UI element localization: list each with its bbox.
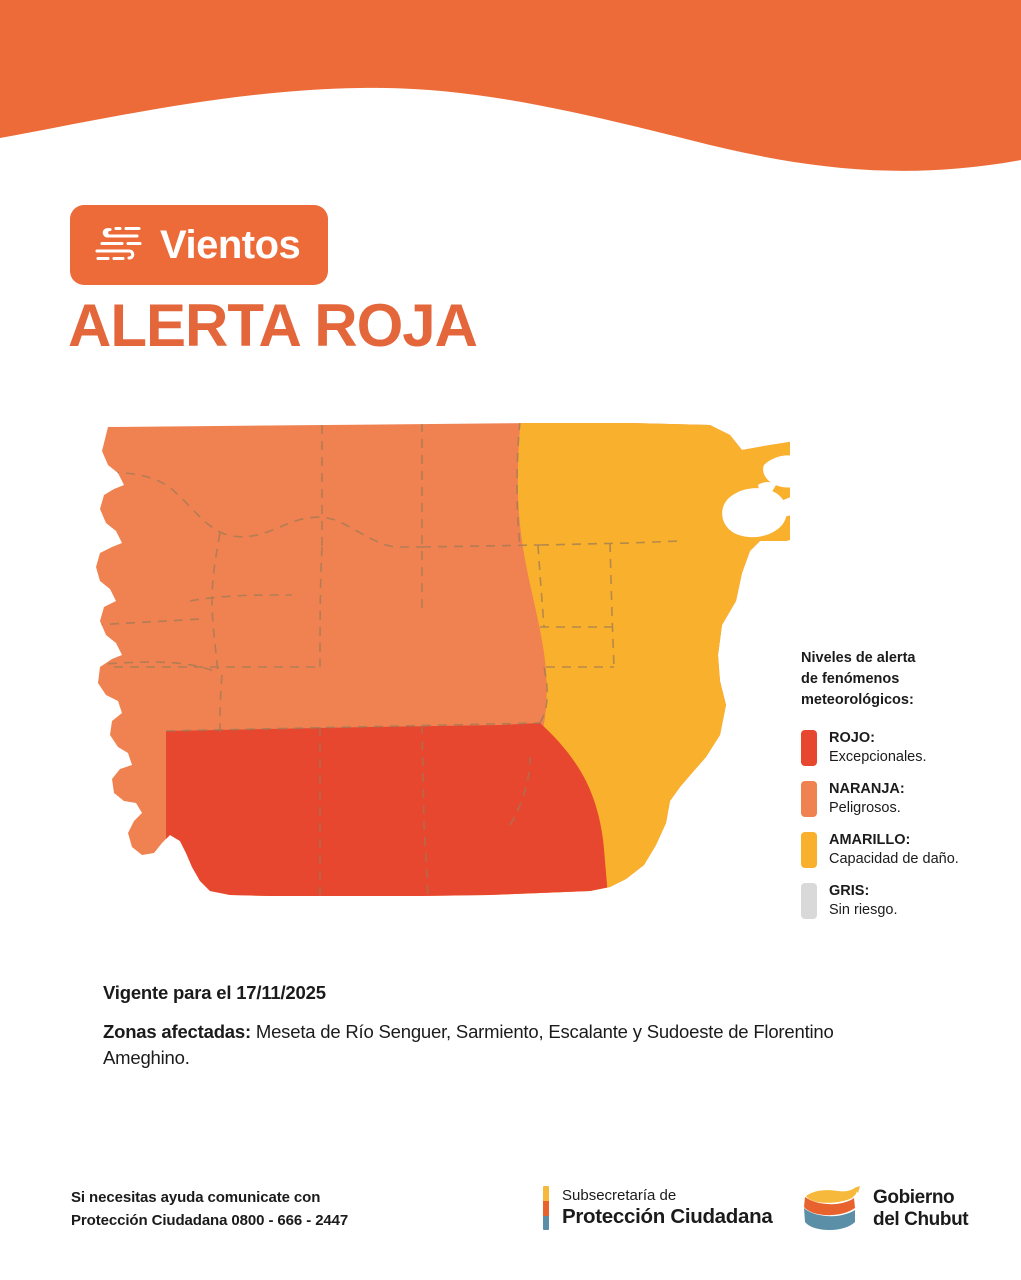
legend-swatch-naranja xyxy=(801,781,817,818)
legend-swatch-rojo xyxy=(801,730,817,767)
validity-date: Vigente para el 17/11/2025 xyxy=(103,982,326,1003)
legend: Niveles de alerta de fenómenos meteoroló… xyxy=(801,648,959,933)
wind-icon xyxy=(95,226,142,261)
map-region-rojo xyxy=(166,723,610,896)
map-department-borders xyxy=(96,423,681,896)
legend-item-naranja: NARANJA: Peligrosos. xyxy=(801,780,959,818)
category-chip: Vientos xyxy=(70,205,329,285)
category-label: Vientos xyxy=(160,223,301,267)
alert-map xyxy=(70,405,790,920)
map-gulfs xyxy=(722,455,790,538)
legend-heading: Niveles de alerta de fenómenos meteoroló… xyxy=(801,650,916,709)
affected-zones-value: Meseta de Río Senguer, Sarmiento, Escala… xyxy=(103,1021,834,1069)
legend-item-amarillo: AMARILLO: Capacidad de daño. xyxy=(801,831,959,869)
gobierno-chubut-text: Gobierno del Chubut xyxy=(873,1186,969,1230)
legend-name-rojo: ROJO: xyxy=(829,730,875,747)
legend-desc-rojo: Excepcionales. xyxy=(829,748,927,765)
footer-contact: Si necesitas ayuda comunicate con Protec… xyxy=(71,1189,349,1229)
chubut-province-logo-icon xyxy=(804,1186,860,1230)
affected-zones-label: Zonas afectadas: xyxy=(103,1021,251,1042)
affected-zones: Zonas afectadas: Meseta de Río Senguer, … xyxy=(103,1019,903,1072)
subsecretaria-line2: Protección Ciudadana xyxy=(562,1204,773,1228)
legend-name-amarillo: AMARILLO: xyxy=(829,832,911,849)
top-banner-wave xyxy=(0,0,1021,171)
legend-item-gris: GRIS: Sin riesgo. xyxy=(801,882,959,920)
subsecretaria-logo: Subsecretaría de Protección Ciudadana xyxy=(543,1186,773,1230)
gobierno-chubut-logo: Gobierno del Chubut xyxy=(800,1186,969,1232)
legend-desc-naranja: Peligrosos. xyxy=(829,799,901,816)
alert-title: ALERTA ROJA xyxy=(68,292,478,359)
legend-swatch-gris xyxy=(801,883,817,920)
legend-desc-amarillo: Capacidad de daño. xyxy=(829,850,959,867)
subsecretaria-line1: Subsecretaría de xyxy=(562,1186,677,1204)
legend-name-gris: GRIS: xyxy=(829,883,870,900)
legend-name-naranja: NARANJA: xyxy=(829,781,905,798)
subsecretaria-color-bar xyxy=(543,1186,549,1230)
legend-swatch-amarillo xyxy=(801,832,817,869)
wave-shape xyxy=(0,0,1021,171)
legend-item-rojo: ROJO: Excepcionales. xyxy=(801,729,959,767)
legend-desc-gris: Sin riesgo. xyxy=(829,901,898,918)
